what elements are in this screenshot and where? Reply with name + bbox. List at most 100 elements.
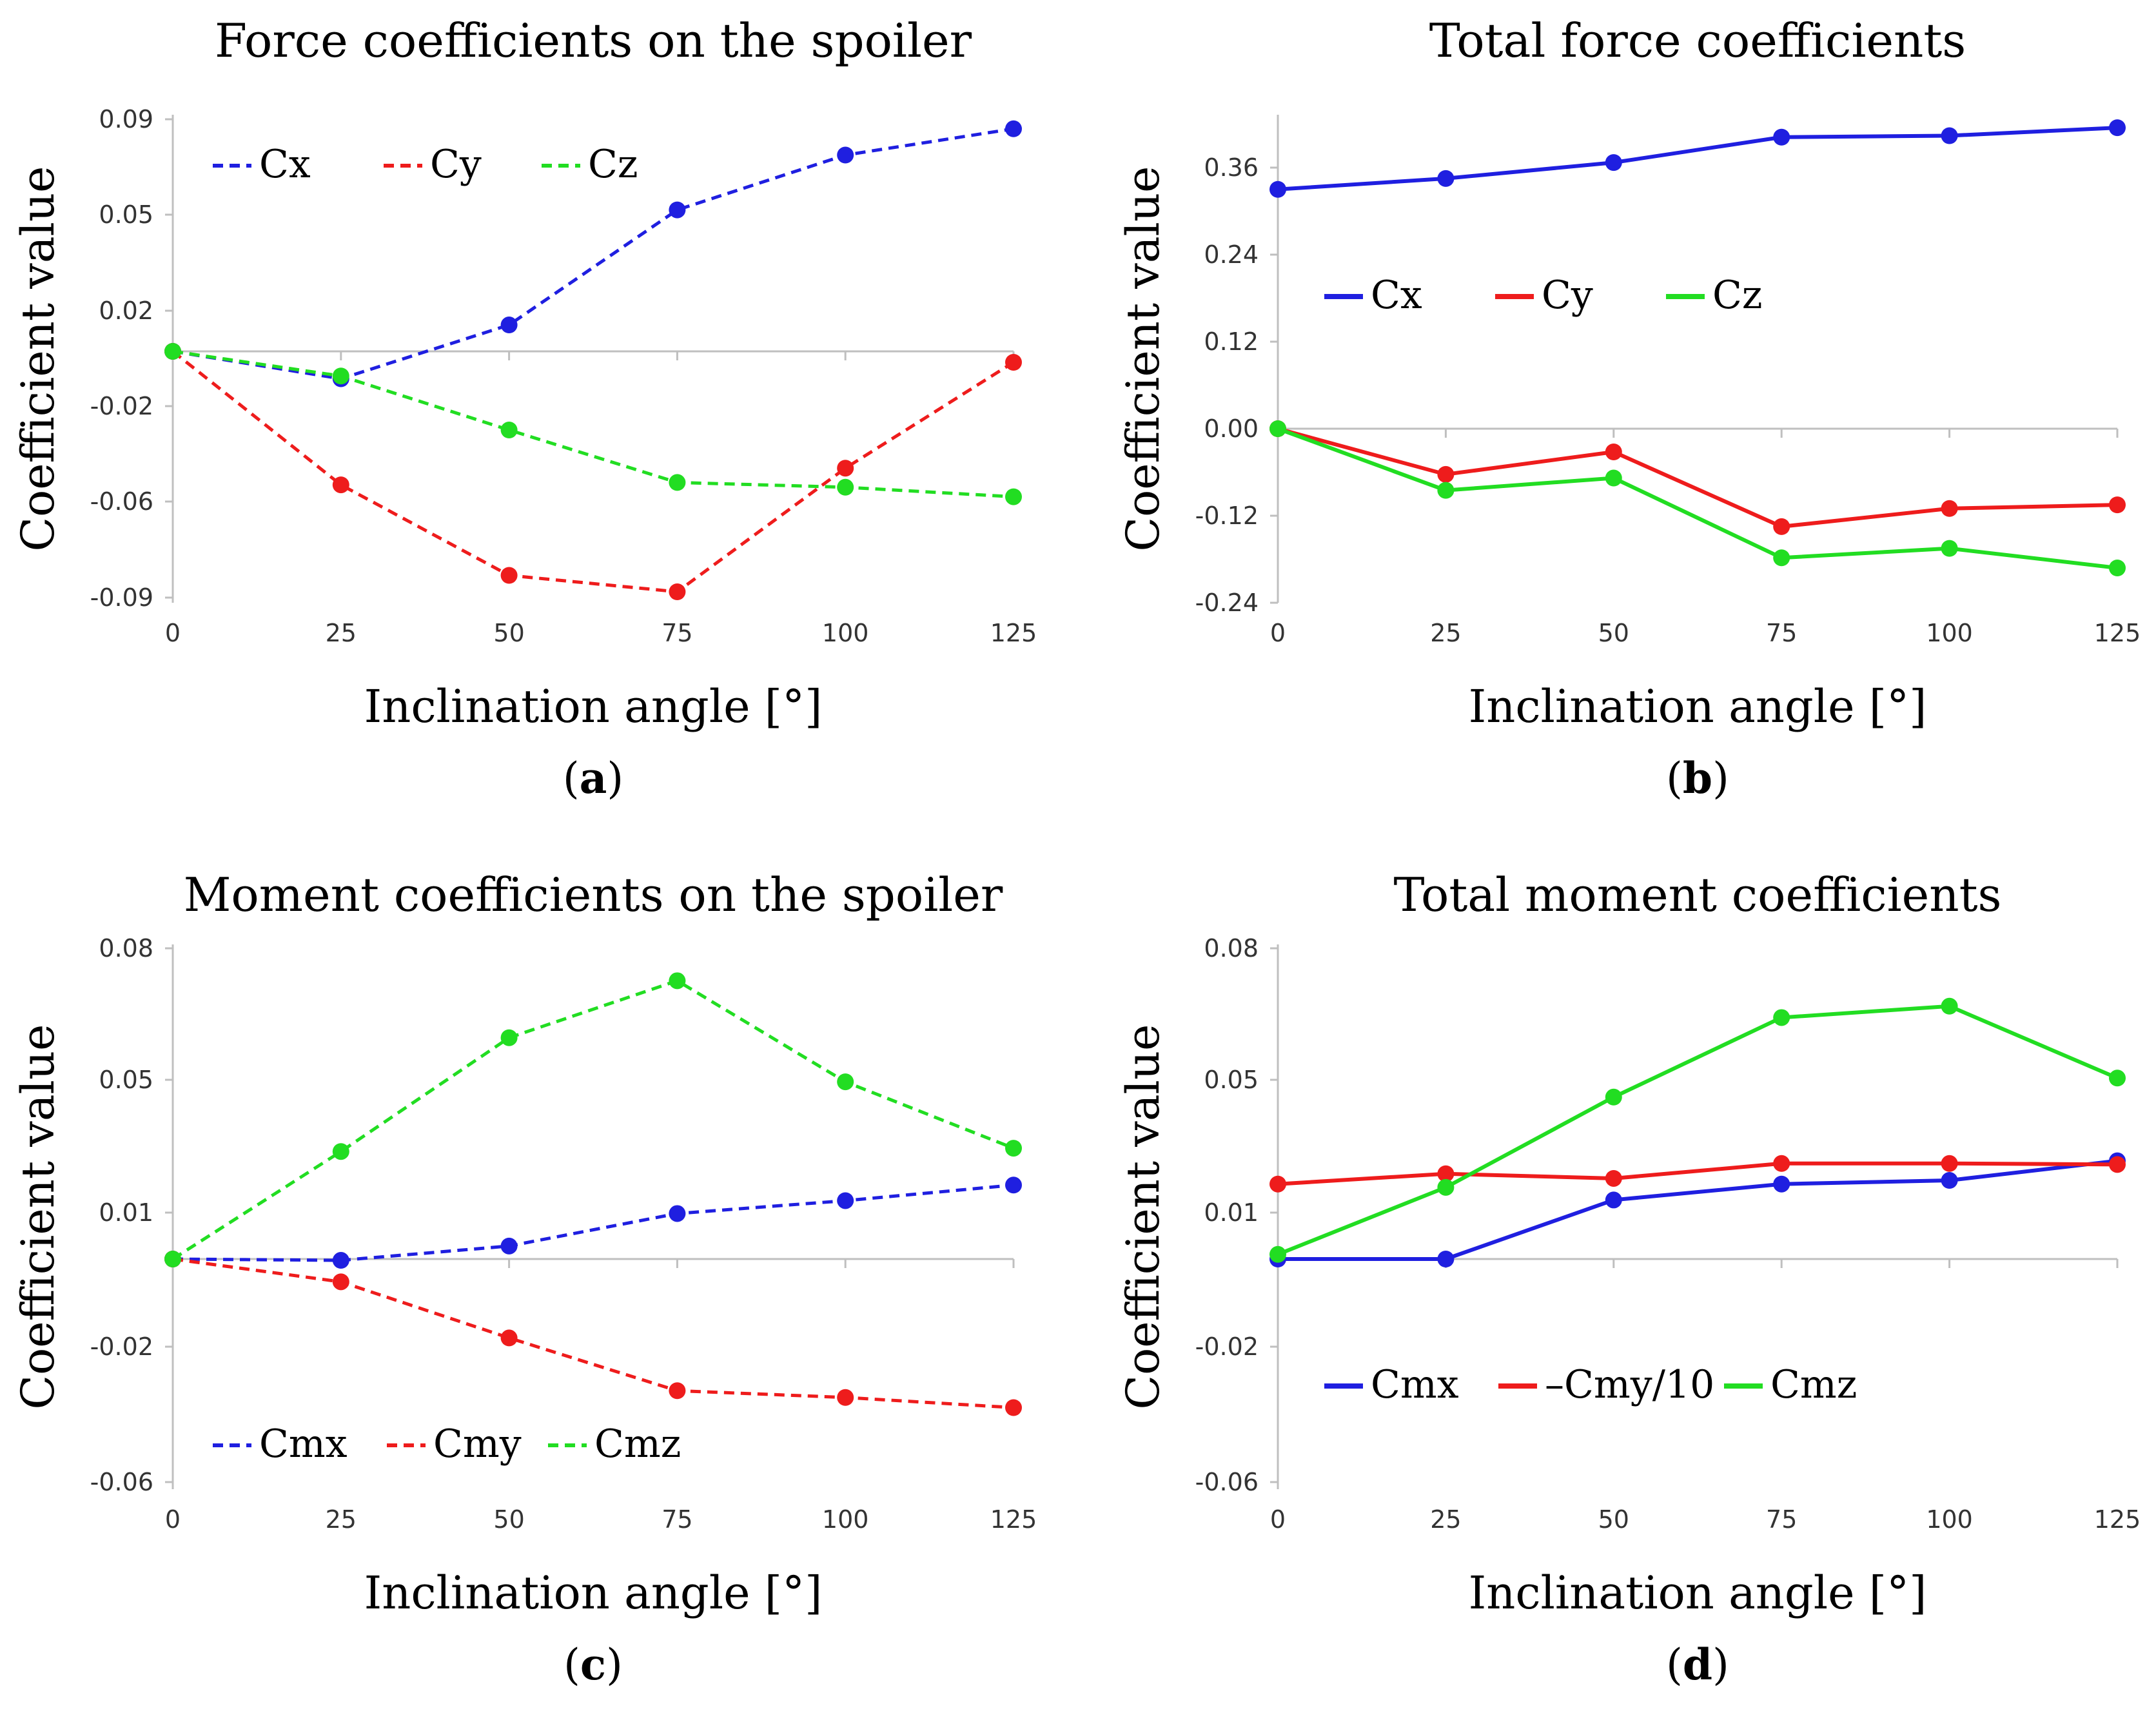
series-line-cmz xyxy=(1277,1004,2119,1256)
data-point xyxy=(1005,354,1022,371)
data-point xyxy=(669,474,686,491)
legend-label: Cmx xyxy=(259,1421,348,1467)
x-tick-label: 0 xyxy=(1270,619,1286,647)
y-tick-label: -0.02 xyxy=(1195,1333,1259,1361)
data-point xyxy=(1005,1177,1022,1194)
legend-label: Cy xyxy=(430,142,482,187)
data-point xyxy=(837,478,854,496)
data-point xyxy=(1437,1165,1455,1182)
chart-title: Total force coefficients xyxy=(1429,14,1966,68)
data-point xyxy=(1605,444,1622,460)
legend-label: –Cmy/10 xyxy=(1545,1362,1714,1407)
y-tick-label: 0.05 xyxy=(99,1066,153,1094)
data-point xyxy=(2109,1156,2126,1173)
chart-svg-a: Force coefficients on the spoiler Coeffic… xyxy=(12,14,1037,803)
panel-caption-letter: c xyxy=(580,1639,606,1690)
data-point xyxy=(1605,154,1622,171)
series-line-cx xyxy=(1277,126,2118,191)
x-tick-label: 75 xyxy=(1766,619,1797,647)
y-tick-label: 0.05 xyxy=(1204,1066,1259,1094)
x-tick-label: 75 xyxy=(1766,1505,1797,1534)
data-point xyxy=(1941,540,1958,557)
data-point xyxy=(500,1329,518,1347)
y-tick-label: 0.02 xyxy=(99,297,153,325)
y-tick-label: 0.08 xyxy=(99,934,153,962)
x-tick-label: 0 xyxy=(1270,1505,1286,1534)
y-tick-label: -0.02 xyxy=(90,392,153,420)
chart-panel-c: Moment coefficients on the spoiler Coeffi… xyxy=(0,854,1078,1708)
x-tick-label: 50 xyxy=(1598,619,1629,647)
data-point xyxy=(500,422,518,438)
y-tick-label: -0.24 xyxy=(1195,589,1259,617)
x-tick-label: 125 xyxy=(990,619,1037,647)
panel-caption-letter: b xyxy=(1683,753,1712,803)
data-point xyxy=(669,201,686,219)
y-tick-label: 0.09 xyxy=(99,105,153,133)
data-point xyxy=(1773,128,1790,146)
panel-caption: (c) xyxy=(564,1639,623,1690)
data-point xyxy=(669,583,686,600)
data-point xyxy=(1773,518,1790,535)
legend-label: Cz xyxy=(588,142,638,187)
series-line-cx xyxy=(172,127,1014,381)
chart-title: Moment coefficients on the spoiler xyxy=(184,868,1003,922)
data-point xyxy=(1005,1399,1022,1416)
series-line-cmx xyxy=(172,1183,1014,1262)
legend-label: Cx xyxy=(259,142,311,187)
data-point xyxy=(1005,120,1022,137)
data-point xyxy=(669,1382,686,1400)
data-point xyxy=(1605,1088,1622,1106)
x-tick-label: 50 xyxy=(1598,1505,1629,1534)
data-point xyxy=(500,1029,518,1046)
data-point xyxy=(1941,1155,1958,1172)
data-point xyxy=(1941,127,1958,144)
y-tick-label: 0.01 xyxy=(99,1198,153,1227)
data-point xyxy=(164,1251,181,1267)
data-point xyxy=(1269,1245,1286,1263)
data-point xyxy=(837,1192,854,1209)
data-point xyxy=(1269,1175,1286,1193)
data-point xyxy=(669,972,686,990)
data-point xyxy=(2109,119,2126,137)
chart-panel-a: Force coefficients on the spoiler Coeffic… xyxy=(0,0,1078,854)
data-point xyxy=(332,476,349,494)
chart-svg-c: Moment coefficients on the spoiler Coeffi… xyxy=(12,868,1037,1690)
y-axis-label: Coefficient value xyxy=(1117,166,1170,552)
legend-label: Cmz xyxy=(594,1421,681,1467)
series-line-cy xyxy=(1277,427,2118,529)
data-point xyxy=(1773,1009,1790,1026)
data-point xyxy=(1941,1172,1958,1189)
data-point xyxy=(332,367,349,385)
chart-svg-d: Total moment coefficients Coefficient val… xyxy=(1117,868,2141,1690)
data-point xyxy=(1437,1178,1455,1196)
y-tick-label: 0.00 xyxy=(1204,415,1259,443)
data-point xyxy=(1005,1140,1022,1157)
data-point xyxy=(1437,170,1455,187)
y-tick-label: 0.36 xyxy=(1204,153,1259,182)
x-tick-label: 125 xyxy=(2094,619,2141,647)
series-line--cmy-10 xyxy=(1277,1161,2118,1186)
data-point xyxy=(332,1273,349,1291)
series-line-cy xyxy=(172,350,1015,594)
x-tick-label: 0 xyxy=(165,619,181,647)
chart-panel-b: Total force coefficients Coefficient valu… xyxy=(1078,0,2156,854)
data-point xyxy=(1269,181,1286,198)
series-line-cz xyxy=(1277,427,2118,570)
panel-caption-letter: d xyxy=(1683,1639,1712,1690)
x-tick-label: 100 xyxy=(822,1505,869,1534)
panel-caption: (b) xyxy=(1666,753,1729,803)
legend-label: Cx xyxy=(1371,273,1422,318)
y-tick-label: -0.06 xyxy=(90,487,153,516)
data-point xyxy=(1773,549,1790,567)
x-axis-label: Inclination angle [°] xyxy=(1469,1567,1927,1619)
data-point xyxy=(1005,488,1022,505)
x-tick-label: 0 xyxy=(165,1505,181,1534)
y-tick-label: -0.02 xyxy=(90,1333,153,1361)
data-point xyxy=(1605,1191,1622,1209)
data-point xyxy=(2109,1069,2126,1087)
y-axis-label: Coefficient value xyxy=(12,1024,64,1410)
data-point xyxy=(1941,997,1958,1015)
x-tick-label: 25 xyxy=(1430,1505,1461,1534)
x-axis-label: Inclination angle [°] xyxy=(1469,680,1927,733)
legend-label: Cmy xyxy=(433,1421,522,1467)
